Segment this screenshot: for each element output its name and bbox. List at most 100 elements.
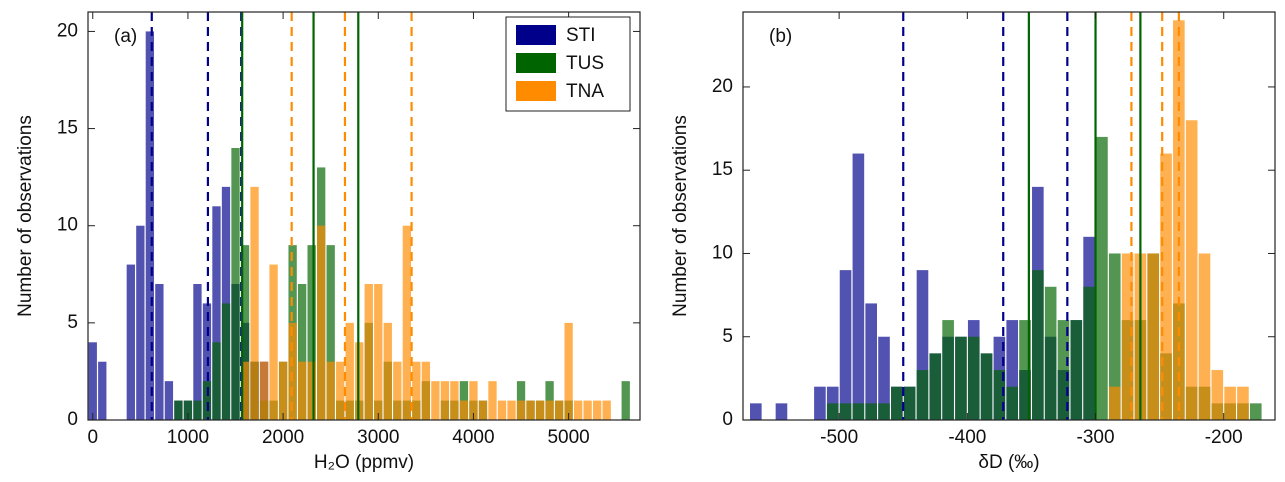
x-tick-label: 1000 bbox=[167, 427, 209, 448]
x-axis-label: H₂O (ppmv) bbox=[314, 452, 414, 473]
histogram-bar bbox=[421, 361, 431, 420]
histogram-bar bbox=[878, 403, 890, 420]
histogram-bar bbox=[993, 370, 1006, 420]
histogram-bar bbox=[1121, 253, 1134, 420]
y-tick-label: 10 bbox=[712, 242, 733, 263]
histogram-bar bbox=[297, 361, 307, 420]
histogram-bar bbox=[1198, 253, 1211, 420]
histogram-bar bbox=[980, 353, 993, 420]
legend-label: STI bbox=[566, 25, 596, 46]
histogram-bar bbox=[852, 153, 865, 420]
x-tick-label: -500 bbox=[820, 427, 858, 448]
histogram-bar bbox=[450, 381, 459, 420]
histogram-bar bbox=[326, 361, 335, 420]
histogram-bar bbox=[852, 403, 865, 420]
histogram-bar bbox=[364, 284, 373, 420]
panel-label: (b) bbox=[769, 26, 792, 47]
y-tick-label: 5 bbox=[722, 326, 733, 347]
histogram-bar bbox=[967, 336, 980, 420]
histogram-bar bbox=[916, 370, 929, 420]
histogram-bar bbox=[903, 386, 916, 420]
histogram-bar bbox=[593, 400, 602, 420]
histogram-bar bbox=[1006, 386, 1019, 420]
histogram-bar bbox=[193, 284, 202, 420]
histogram-bar bbox=[865, 303, 878, 420]
histogram-bar bbox=[516, 400, 526, 420]
histogram-bar bbox=[440, 381, 450, 420]
histogram-bar bbox=[526, 400, 535, 420]
histogram-bar bbox=[345, 322, 354, 420]
histogram-bar bbox=[326, 245, 335, 420]
histogram-bar bbox=[221, 303, 231, 420]
histogram-bar bbox=[891, 386, 903, 420]
histogram-bar bbox=[1083, 286, 1095, 420]
panel-label: (a) bbox=[114, 26, 137, 47]
histogram-bar bbox=[88, 342, 97, 420]
x-tick-label: -200 bbox=[1205, 427, 1243, 448]
histogram-bar bbox=[1108, 253, 1121, 420]
legend-swatch bbox=[516, 53, 556, 73]
histogram-bar bbox=[1160, 153, 1172, 420]
histogram-bar bbox=[916, 270, 929, 420]
histogram-bar bbox=[878, 336, 890, 420]
histogram-bar bbox=[1006, 320, 1019, 420]
histogram-bar bbox=[288, 322, 297, 420]
y-tick-label: 20 bbox=[712, 76, 733, 97]
plot-frame bbox=[742, 11, 1276, 421]
histogram-bar bbox=[297, 284, 307, 420]
histogram-bar bbox=[98, 361, 107, 420]
histogram-bar bbox=[145, 31, 155, 421]
legend-swatch bbox=[516, 25, 556, 45]
histogram-bar bbox=[393, 361, 402, 420]
histogram-bar bbox=[136, 225, 145, 420]
histogram-bar bbox=[317, 225, 326, 420]
histogram-bar bbox=[278, 361, 288, 420]
histogram-bar bbox=[750, 403, 762, 420]
histogram-bar bbox=[839, 403, 852, 420]
histogram-bar bbox=[1224, 386, 1236, 420]
histogram-bar bbox=[1044, 286, 1057, 420]
x-tick-label: 5000 bbox=[547, 427, 589, 448]
histogram-bar bbox=[1237, 386, 1249, 420]
histogram-bar bbox=[478, 400, 488, 420]
histogram-bar bbox=[336, 361, 345, 420]
histogram-bar bbox=[174, 400, 183, 420]
histogram-bar bbox=[202, 381, 212, 420]
x-tick-label: 0 bbox=[87, 427, 98, 448]
histogram-bar bbox=[307, 245, 316, 420]
histogram-bar bbox=[839, 270, 852, 420]
histogram-bar bbox=[459, 381, 469, 420]
y-tick-label: 0 bbox=[722, 409, 733, 430]
x-tick-label: 3000 bbox=[357, 427, 399, 448]
histogram-bar bbox=[1173, 20, 1185, 420]
histogram-bar bbox=[1032, 270, 1044, 420]
histogram-bar bbox=[307, 361, 316, 420]
histogram-bar bbox=[516, 381, 526, 420]
histogram-bar bbox=[955, 336, 967, 420]
histogram-bar bbox=[240, 361, 250, 420]
y-tick-label: 5 bbox=[67, 312, 78, 333]
histogram-bar bbox=[583, 400, 592, 420]
histogram-bar bbox=[507, 400, 516, 420]
histogram-bar bbox=[535, 400, 545, 420]
histogram-bar bbox=[459, 400, 469, 420]
y-axis-label: Number of observations bbox=[670, 115, 691, 317]
histogram-bar bbox=[826, 403, 839, 420]
histogram-bar bbox=[1057, 320, 1070, 420]
histogram-bar bbox=[942, 320, 954, 420]
histogram-bar bbox=[1019, 320, 1031, 420]
y-tick-label: 15 bbox=[712, 159, 733, 180]
histogram-bar bbox=[164, 381, 174, 420]
histogram-bar bbox=[488, 381, 497, 420]
histogram-bar bbox=[929, 353, 942, 420]
histogram-bar bbox=[602, 400, 611, 420]
histogram-bar bbox=[545, 400, 554, 420]
histogram-bar bbox=[814, 386, 826, 420]
legend-swatch bbox=[516, 81, 556, 101]
histogram-bar bbox=[126, 264, 135, 420]
histogram-bar bbox=[193, 400, 202, 420]
x-tick-label: 2000 bbox=[262, 427, 304, 448]
histogram-bar bbox=[775, 403, 788, 420]
histogram-bar bbox=[554, 400, 564, 420]
plot-frame bbox=[87, 11, 641, 421]
